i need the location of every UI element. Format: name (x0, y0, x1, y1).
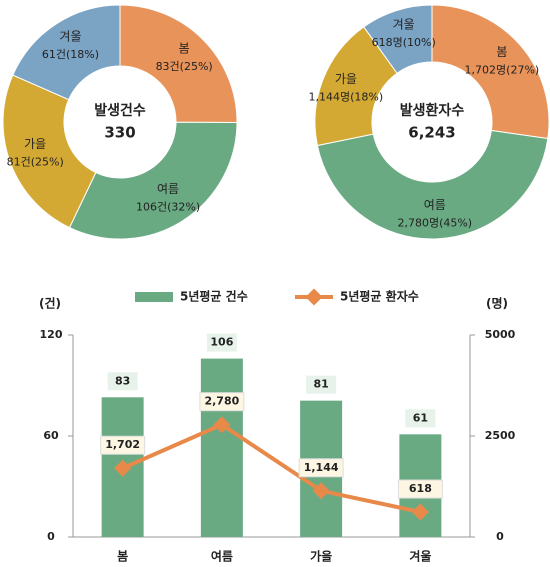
line-label-bg (100, 435, 146, 455)
slice-category: 겨울 (393, 17, 415, 31)
bar-label-bg (306, 375, 337, 394)
y-tick-label: 120 (40, 328, 63, 341)
x-tick-label: 겨울 (409, 549, 431, 564)
bar-label-bg (206, 333, 237, 352)
legend-label: 5년평균 건수 (180, 289, 248, 304)
line-marker (411, 503, 429, 521)
x-tick-label: 여름 (211, 549, 233, 564)
y2-tick-label: 5000 (485, 328, 516, 341)
center-label: 발생환자수 (400, 102, 465, 119)
bar-value-label: 106 (210, 336, 233, 349)
slice-category: 봄 (179, 42, 190, 56)
donut-slice (363, 4, 433, 74)
slice-value-label: 1,144명(18%) (309, 90, 384, 103)
slice-value-label: 61건(18%) (42, 48, 99, 61)
slice-category: 가을 (335, 72, 357, 86)
center-total: 6,243 (408, 124, 455, 142)
slice-category: 여름 (157, 182, 179, 196)
donut-slice (12, 4, 121, 101)
y-axis-label: (건) (39, 296, 61, 311)
slice-value-label: 2,780명(45%) (397, 216, 472, 229)
line-label-bg (397, 479, 443, 499)
slice-category: 여름 (424, 198, 446, 212)
donut-slice (2, 74, 97, 229)
y2-tick-label: 2500 (485, 429, 516, 442)
slice-value-label: 81건(25%) (7, 156, 64, 169)
bar-value-label: 81 (313, 378, 328, 391)
line-value-label: 1,144 (304, 461, 339, 474)
y2-tick-label: 0 (496, 530, 504, 543)
donut-slice (431, 4, 550, 140)
slice-value-label: 618명(10%) (372, 36, 436, 49)
line-marker (114, 459, 132, 477)
y-tick-label: 60 (43, 429, 59, 442)
line (121, 422, 421, 514)
line-marker (312, 482, 330, 500)
x-tick-label: 가을 (310, 549, 332, 564)
bar-label-bg (405, 409, 436, 428)
line-label-bg (199, 392, 245, 412)
bar (200, 358, 243, 537)
line-value-label: 618 (409, 482, 432, 495)
bar-label-bg (107, 372, 138, 391)
slice-value-label: 1,702명(27%) (465, 63, 540, 76)
line-label-bg (298, 458, 344, 478)
slice-category: 겨울 (59, 30, 81, 44)
slice-value-label: 106건(32%) (136, 201, 200, 214)
slice-category: 봄 (496, 45, 507, 59)
legend-label: 5년평균 환자수 (340, 289, 419, 304)
bar-value-label: 83 (115, 374, 130, 387)
donut-slice (316, 129, 549, 240)
center-total: 330 (104, 124, 135, 142)
donut-slice (68, 121, 238, 240)
line-marker (213, 416, 231, 434)
legend-marker (305, 288, 323, 306)
x-tick-label: 봄 (117, 550, 128, 564)
y-tick-label: 0 (47, 530, 55, 543)
line-value-label: 2,780 (204, 395, 239, 408)
slice-category: 가을 (24, 137, 46, 151)
bar-value-label: 61 (413, 411, 428, 424)
legend-swatch (135, 292, 173, 302)
center-label: 발생건수 (94, 102, 146, 119)
slice-value-label: 83건(25%) (156, 60, 213, 73)
donut-slice (119, 4, 238, 124)
y2-axis-label: (명) (486, 297, 508, 311)
line-value-label: 1,702 (105, 438, 140, 451)
